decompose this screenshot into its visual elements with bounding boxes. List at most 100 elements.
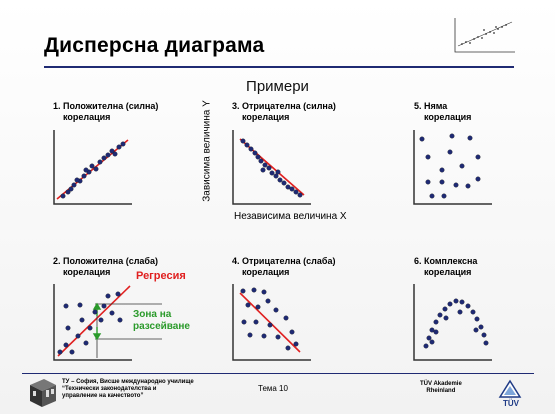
panel-4-axes xyxy=(232,284,311,361)
scatter-dot xyxy=(297,192,303,198)
panel-5-label-line1: 5. Няма xyxy=(414,101,448,111)
panel-1-label-line2: корелация xyxy=(63,112,111,122)
scatter-dot xyxy=(120,141,126,147)
scatter-dot xyxy=(467,135,473,141)
scatter-dot xyxy=(453,298,459,304)
scatter-dot xyxy=(429,339,435,345)
scatter-dot xyxy=(423,343,429,349)
scatter-dot xyxy=(269,170,275,176)
scatter-dot xyxy=(247,332,253,338)
scatter-dot xyxy=(447,301,453,307)
panel-5-label: 5. Няма корелация xyxy=(414,101,471,123)
scatter-dot xyxy=(71,182,77,188)
scatter-dot xyxy=(255,154,261,160)
scatter-dot xyxy=(478,324,484,330)
scatter-dot xyxy=(65,189,71,195)
dots xyxy=(57,133,489,355)
scatter-dot xyxy=(251,287,257,293)
scatter-dot xyxy=(429,327,435,333)
scatter-dot xyxy=(465,183,471,189)
scatter-zone-label: Зона на разсейване xyxy=(133,309,190,333)
scatter-dot xyxy=(255,304,261,310)
scatter-dot xyxy=(89,163,95,169)
scatter-dot xyxy=(439,167,445,173)
scatter-dot xyxy=(457,309,463,315)
scatter-dot xyxy=(109,148,115,154)
scatter-dot xyxy=(265,298,271,304)
scatter-dot xyxy=(109,310,115,316)
scatter-dot xyxy=(63,342,69,348)
footer-academy: TÜV Akademie Rheinland xyxy=(420,381,462,395)
scatter-dot xyxy=(81,173,87,179)
panel-2-label: 2. Положителна (слаба) корелация xyxy=(53,256,158,278)
scatter-dot xyxy=(483,340,489,346)
scatter-dot xyxy=(285,184,291,190)
regression-label: Регресия xyxy=(136,270,186,282)
scatter-dot xyxy=(275,334,281,340)
scatter-dot xyxy=(459,163,465,169)
scatter-dot xyxy=(101,303,107,309)
scatter-dot xyxy=(93,166,99,172)
scatter-dot xyxy=(248,146,254,152)
scatter-dot xyxy=(97,159,103,165)
x-axis-label: Независима величина Х xyxy=(234,211,347,222)
scatter-dot xyxy=(459,299,465,305)
scatter-dot xyxy=(453,182,459,188)
scatter-dot xyxy=(267,322,273,328)
footer-institution-line2: “Технически законодателства и xyxy=(62,386,157,392)
slide-title: Дисперсна диаграма xyxy=(44,34,265,57)
scatter-dot xyxy=(481,332,487,338)
scatter-dot xyxy=(425,179,431,185)
scatter-dot xyxy=(115,291,121,297)
scatter-dot xyxy=(437,312,443,318)
scatter-dot xyxy=(57,349,63,355)
panel-4-label-line2: корелация xyxy=(242,267,290,277)
tuv-logo xyxy=(498,379,522,398)
footer-topic: Тема 10 xyxy=(258,384,288,393)
panel-6-label-line2: корелация xyxy=(424,267,472,277)
scatter-dot xyxy=(289,329,295,335)
scatter-dot xyxy=(92,309,98,315)
panel-4-label-line1: 4. Отрицателна (слаба) xyxy=(232,256,336,266)
panel-4-regression-line xyxy=(239,292,301,353)
scatter-dot xyxy=(275,169,281,175)
scatter-dot xyxy=(74,177,80,183)
scatter-dot xyxy=(474,316,480,322)
panel-6-label: 6. Комплексна корелация xyxy=(414,256,477,278)
scatter-dot xyxy=(98,317,104,323)
panel-1-axes xyxy=(53,130,132,205)
thumbnail-scatter xyxy=(454,18,515,53)
scatter-dot xyxy=(433,319,439,325)
footer-divider xyxy=(22,373,534,374)
panel-3-label-line1: 3. Отрицателна (силна) xyxy=(232,101,336,111)
title-underline xyxy=(44,66,514,68)
panel-2-regression-line xyxy=(57,285,131,357)
subtitle: Примери xyxy=(246,78,309,95)
scatter-dot xyxy=(439,179,445,185)
scatter-dot xyxy=(447,149,453,155)
scatter-dot xyxy=(277,177,283,183)
scatter-dot xyxy=(449,133,455,139)
scatter-dot xyxy=(262,162,268,168)
scatter-dot xyxy=(442,306,448,312)
scatter-dot xyxy=(429,193,435,199)
scatter-dot xyxy=(245,302,251,308)
zone-label-line1: Зона на xyxy=(133,309,172,320)
scatter-dot xyxy=(273,307,279,313)
scatter-dot xyxy=(283,315,289,321)
scatter-dot xyxy=(79,317,85,323)
scatter-dot xyxy=(465,303,471,309)
panel-3-label-line2: корелация xyxy=(242,112,290,122)
scatter-dot xyxy=(293,189,299,195)
panel-1-label: 1. Положителна (силна) корелация xyxy=(53,101,158,123)
panel-5-axes xyxy=(413,130,492,205)
scatter-dot xyxy=(425,154,431,160)
scatter-dot xyxy=(273,173,279,179)
scatter-dot xyxy=(426,335,432,341)
scatter-dot xyxy=(101,155,107,161)
scatter-dot xyxy=(83,167,89,173)
scatter-dot xyxy=(244,142,250,148)
scatter-dot xyxy=(83,340,89,346)
scatter-dot xyxy=(63,303,69,309)
